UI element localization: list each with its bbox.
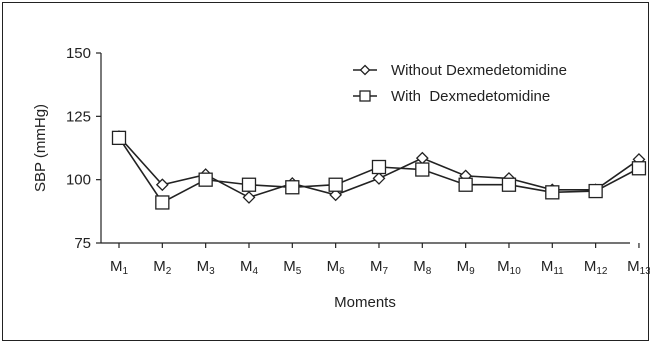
legend-label: With Dexmedetomidine: [391, 88, 550, 105]
square-marker: [285, 180, 300, 195]
legend-label: Without Dexmedetomidine: [391, 62, 567, 79]
square-marker: [328, 177, 343, 192]
legend-item: Without Dexmedetomidine: [353, 62, 567, 79]
square-marker: [198, 172, 213, 187]
diamond-marker: [415, 151, 429, 165]
x-ticks: M1 M2 M3 M4 M5 M6 M7 M8 M9 M10 M11 M12 M13: [110, 243, 650, 277]
x-tick-label: M13: [627, 258, 650, 277]
square-marker: [371, 159, 387, 175]
y-tick-label: 75: [74, 235, 91, 252]
x-tick-label: M9: [457, 258, 476, 277]
square-marker: [501, 177, 517, 192]
legend-item: With Dexmedetomidine: [353, 88, 550, 105]
x-tick-label: M5: [283, 258, 302, 277]
series-2: [111, 130, 647, 210]
x-tick-label: M1: [110, 258, 129, 277]
square-marker: [111, 130, 127, 146]
diamond-marker: [155, 178, 169, 192]
x-axis-title: Moments: [334, 294, 396, 311]
series-layer: [111, 130, 647, 210]
x-tick-label: M10: [497, 258, 521, 277]
x-tick-label: M4: [240, 258, 258, 277]
x-tick-label: M6: [327, 258, 346, 277]
x-tick-label: M7: [370, 258, 389, 277]
square-marker: [458, 177, 473, 192]
chart-frame: 75 100 125 150 M1 M2 M3 M4 M5 M6 M7 M8 M9 M10 M11 M12 M…: [2, 2, 650, 341]
square-marker: [631, 161, 647, 176]
square-marker: [545, 185, 560, 200]
axes: [100, 53, 630, 244]
x-tick-label: M2: [153, 258, 172, 277]
square-marker: [155, 195, 170, 210]
diamond-marker: [242, 190, 256, 204]
x-tick-label: M11: [541, 258, 564, 277]
diamond-marker: [372, 171, 386, 185]
y-tick-label: 150: [66, 45, 91, 62]
y-axis-title: SBP (mmHg): [32, 104, 49, 192]
x-tick-label: M3: [197, 258, 216, 277]
square-marker: [359, 90, 371, 102]
diamond-marker: [359, 64, 371, 76]
legend: Without Dexmedetomidine With Dexmedetomid…: [353, 62, 567, 105]
x-tick-label: M12: [584, 258, 608, 277]
square-marker: [588, 183, 603, 199]
y-tick-label: 100: [66, 172, 91, 189]
diamond-marker: [329, 188, 343, 202]
x-tick-label: M8: [413, 258, 432, 277]
y-ticks: 75 100 125 150: [66, 45, 101, 252]
square-marker: [241, 177, 257, 192]
y-tick-label: 125: [66, 108, 91, 125]
square-marker: [415, 162, 430, 177]
